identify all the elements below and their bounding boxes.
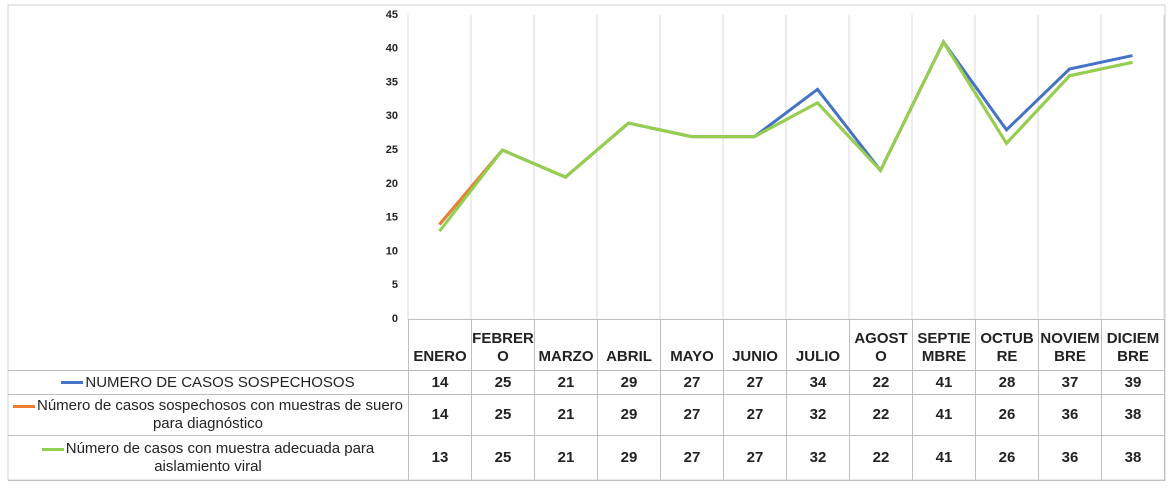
y-tick-label: 10: [386, 245, 398, 257]
value-cell: 13: [408, 435, 472, 481]
y-tick-label: 35: [386, 76, 398, 88]
value-cell: 41: [912, 435, 976, 481]
value-cell: 27: [723, 370, 787, 395]
legend-label: NUMERO DE CASOS SOSPECHOSOS: [85, 373, 355, 391]
value-cell: 22: [849, 394, 913, 436]
value-cell: 27: [660, 394, 724, 436]
value-cell: 14: [408, 394, 472, 436]
value-cell: 41: [912, 394, 976, 436]
category-label: JUNIO: [723, 319, 787, 371]
series-row: Número de casos con muestra adecuada par…: [8, 435, 1165, 481]
value-cell: 38: [1101, 394, 1165, 436]
category-label: ABRIL: [597, 319, 661, 371]
value-cell: 29: [597, 435, 661, 481]
value-cell: 32: [786, 394, 850, 436]
legend-cell: Número de casos con muestra adecuada par…: [8, 435, 409, 481]
value-cell: 21: [534, 394, 598, 436]
y-tick-label: 15: [386, 212, 398, 224]
category-label: FEBRERO: [471, 319, 535, 371]
value-cell: 27: [660, 435, 724, 481]
category-label: DICIEMBRE: [1101, 319, 1165, 371]
value-cell: 32: [786, 435, 850, 481]
value-cell: 41: [912, 370, 976, 395]
value-cell: 22: [849, 370, 913, 395]
value-cell: 27: [723, 394, 787, 436]
series-row: Número de casos sospechosos con muestras…: [8, 394, 1165, 436]
value-cell: 37: [1038, 370, 1102, 395]
value-cell: 25: [471, 394, 535, 436]
legend-cell: NUMERO DE CASOS SOSPECHOSOS: [8, 370, 409, 395]
value-cell: 34: [786, 370, 850, 395]
y-tick-label: 30: [386, 110, 398, 122]
legend-swatch: [12, 404, 35, 408]
value-cell: 21: [534, 435, 598, 481]
value-cell: 39: [1101, 370, 1165, 395]
y-tick-label: 40: [386, 43, 398, 55]
value-cell: 27: [723, 435, 787, 481]
category-label: OCTUBRE: [975, 319, 1039, 371]
y-tick-label: 20: [386, 178, 398, 190]
category-label: MARZO: [534, 319, 598, 371]
series-row: NUMERO DE CASOS SOSPECHOSOS 14 25 21 29 27 27 3…: [8, 370, 1165, 395]
y-tick-label: 45: [386, 9, 398, 21]
legend-label: Número de casos con muestra adecuada par…: [65, 440, 375, 475]
value-cell: 26: [975, 394, 1039, 436]
y-tick-label: 25: [386, 144, 398, 156]
legend-swatch: [41, 447, 64, 451]
value-cell: 29: [597, 370, 661, 395]
category-label: SEPTIEMBRE: [912, 319, 976, 371]
value-cell: 26: [975, 435, 1039, 481]
category-label: JULIO: [786, 319, 850, 371]
data-table: ENERO FEBRERO MARZO ABRIL MAYO JUNIO JULIO AGOS…: [8, 319, 1165, 481]
header-row: ENERO FEBRERO MARZO ABRIL MAYO JUNIO JULIO AGOS…: [8, 319, 1165, 371]
category-label: ENERO: [408, 319, 472, 371]
blank-cell: [8, 319, 409, 371]
value-cell: 22: [849, 435, 913, 481]
category-label: NOVIEMBRE: [1038, 319, 1102, 371]
y-tick-label: 0: [392, 313, 398, 325]
value-cell: 36: [1038, 394, 1102, 436]
category-label: MAYO: [660, 319, 724, 371]
value-cell: 27: [660, 370, 724, 395]
value-cell: 36: [1038, 435, 1102, 481]
legend-cell: Número de casos sospechosos con muestras…: [8, 394, 409, 436]
value-cell: 14: [408, 370, 472, 395]
legend-swatch: [61, 381, 84, 385]
legend-label: Número de casos sospechosos con muestras…: [36, 397, 404, 432]
category-label: AGOSTO: [849, 319, 913, 371]
value-cell: 29: [597, 394, 661, 436]
series-line: [438, 38, 1133, 233]
value-cell: 38: [1101, 435, 1165, 481]
value-cell: 25: [471, 435, 535, 481]
y-tick-label: 5: [392, 279, 398, 291]
value-cell: 21: [534, 370, 598, 395]
value-cell: 28: [975, 370, 1039, 395]
value-cell: 25: [471, 370, 535, 395]
